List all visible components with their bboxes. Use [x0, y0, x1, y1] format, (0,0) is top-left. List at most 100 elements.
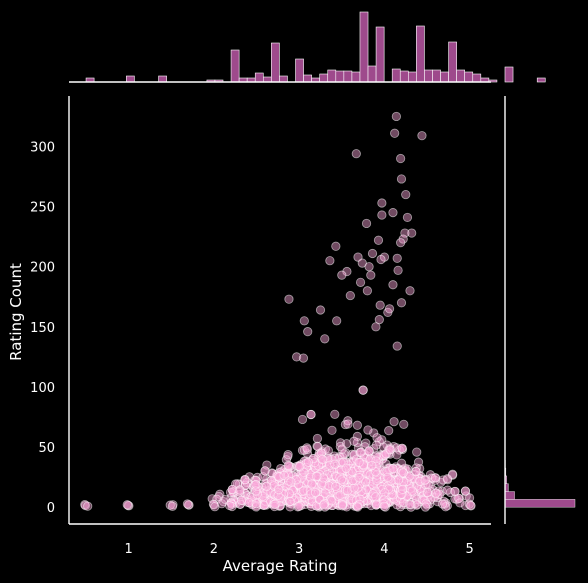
- x-hist-bar: [262, 76, 272, 83]
- y-tick-label: 100: [30, 381, 55, 396]
- scatter-point: [351, 149, 361, 159]
- scatter-point: [396, 153, 406, 164]
- scatter-point: [343, 416, 353, 426]
- x-tick-label: 1: [125, 542, 133, 557]
- scatter-point: [377, 210, 387, 220]
- x-hist-bar: [472, 73, 482, 83]
- scatter-point: [353, 502, 363, 512]
- scatter-point: [442, 485, 453, 495]
- scatter-point: [227, 484, 237, 495]
- scatter-point: [355, 277, 366, 287]
- x-hist-bar: [126, 75, 135, 83]
- scatter-point: [352, 431, 362, 441]
- x-hist-bar: [440, 71, 449, 83]
- scatter-points: [80, 111, 476, 512]
- scatter-point: [371, 440, 382, 450]
- scatter-point: [390, 128, 400, 138]
- scatter-point: [331, 481, 341, 492]
- scatter-point: [284, 294, 294, 304]
- x-tick-label: 3: [295, 542, 303, 557]
- x-hist-bar: [391, 68, 401, 83]
- scatter-point: [303, 457, 313, 467]
- scatter-point: [285, 496, 295, 507]
- scatter-point: [391, 111, 401, 122]
- x-hist-bar: [279, 75, 288, 83]
- scatter-point: [354, 473, 364, 483]
- scatter-point: [319, 500, 329, 510]
- scatter-point: [407, 486, 417, 496]
- x-hist-bar: [343, 70, 353, 83]
- scatter-point: [224, 500, 235, 511]
- y-axis-label: Rating Count: [7, 263, 25, 361]
- scatter-point: [371, 492, 381, 502]
- x-hist-bar: [424, 69, 433, 83]
- scatter-point: [450, 486, 460, 497]
- scatter-point: [337, 500, 347, 510]
- scatter-point: [325, 256, 335, 266]
- scatter-point: [396, 298, 407, 308]
- y-tick-label: 50: [38, 441, 55, 456]
- x-hist-bar: [464, 71, 474, 83]
- scatter-point: [422, 487, 433, 498]
- x-hist-bar: [432, 69, 441, 83]
- scatter-point: [405, 286, 415, 296]
- scatter-point: [466, 500, 476, 510]
- scatter-point: [306, 409, 316, 420]
- scatter-point: [397, 484, 408, 494]
- y-tick-label: 300: [30, 140, 55, 155]
- x-tick-label: 4: [380, 542, 388, 557]
- x-hist-bar: [158, 75, 167, 83]
- scatter-point: [327, 425, 337, 435]
- scatter-point: [455, 498, 465, 508]
- x-hist-bar: [408, 71, 417, 83]
- scatter-point: [385, 445, 395, 455]
- scatter-point: [299, 316, 309, 326]
- scatter-point: [379, 501, 389, 511]
- x-hist-bar: [271, 42, 280, 83]
- scatter-point: [447, 469, 458, 479]
- scatter-point: [356, 447, 366, 457]
- x-axis-label: Average Rating: [223, 557, 338, 575]
- scatter-point: [259, 500, 269, 510]
- scatter-point: [295, 461, 305, 471]
- scatter-point: [312, 433, 322, 444]
- y-hist-bar: [504, 499, 576, 508]
- scatter-point: [286, 477, 296, 487]
- y-hist-bar: [504, 491, 515, 500]
- scatter-point: [364, 446, 374, 456]
- scatter-point: [343, 419, 353, 429]
- scatter-point: [396, 238, 406, 248]
- scatter-point: [401, 189, 411, 200]
- scatter-point: [315, 305, 326, 315]
- scatter-point: [122, 500, 132, 510]
- scatter-point: [402, 212, 413, 223]
- scatter-point: [371, 322, 381, 332]
- scatter-point: [274, 484, 284, 495]
- scatter-point: [383, 472, 393, 482]
- scatter-point: [330, 409, 340, 419]
- scatter-point: [398, 468, 408, 478]
- scatter-point: [262, 481, 272, 491]
- scatter-point: [372, 433, 382, 443]
- scatter-point: [235, 485, 245, 495]
- scatter-point: [384, 304, 395, 314]
- scatter-point: [363, 425, 373, 435]
- scatter-point: [358, 385, 368, 395]
- scatter-point: [167, 501, 178, 511]
- scatter-point: [336, 475, 347, 485]
- scatter-point: [251, 486, 261, 496]
- scatter-point: [349, 436, 359, 446]
- scatter-point: [331, 241, 341, 251]
- scatter-point: [397, 443, 407, 453]
- x-hist-bar: [416, 25, 425, 83]
- scatter-point: [182, 499, 193, 509]
- scatter-point: [332, 316, 342, 326]
- x-hist-bar: [375, 26, 385, 83]
- scatter-point: [270, 499, 280, 509]
- scatter-point: [297, 414, 308, 425]
- scatter-point: [307, 479, 317, 489]
- scatter-point: [83, 501, 93, 511]
- scatter-point: [303, 327, 313, 337]
- x-tick-label: 2: [210, 542, 218, 557]
